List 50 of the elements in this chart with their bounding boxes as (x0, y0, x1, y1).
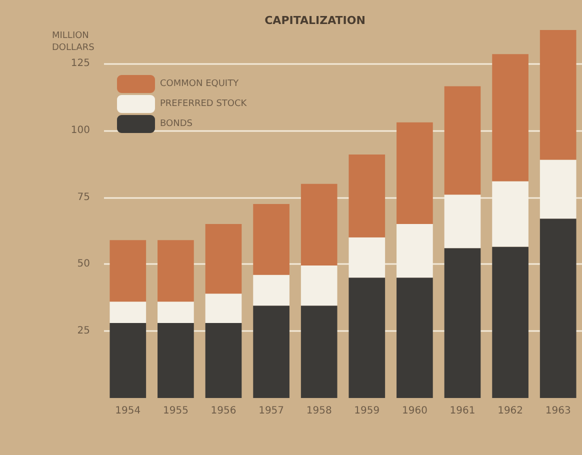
y-tick-label: 125 (70, 58, 90, 69)
legend-label: COMMON EQUITY (160, 79, 240, 89)
bar (540, 160, 576, 219)
bar (300, 184, 338, 266)
bar (444, 194, 481, 248)
bar (110, 323, 146, 398)
bar (253, 204, 290, 275)
x-tick-label: 1963 (545, 406, 571, 416)
bar (158, 323, 194, 398)
bar (540, 30, 576, 160)
bar (158, 240, 194, 302)
bar (205, 323, 242, 398)
y-axis-title: MILLION DOLLARS (52, 31, 95, 53)
x-tick-label: 1958 (306, 406, 332, 416)
x-tick-label: 1955 (162, 406, 188, 416)
bar (205, 294, 242, 324)
legend-label: PREFERRED STOCK (160, 99, 248, 109)
x-tick-label: 1961 (450, 406, 476, 416)
y-tick-label: 50 (77, 258, 90, 270)
bar (300, 306, 338, 398)
x-tick-label: 1957 (258, 406, 284, 416)
bar (205, 224, 242, 294)
bar (253, 306, 290, 398)
bar (396, 122, 433, 224)
bar (348, 237, 386, 278)
bar (396, 224, 433, 278)
bar (492, 181, 528, 247)
legend-label: BONDS (160, 119, 193, 129)
bar (540, 218, 576, 398)
y-tick-label: 75 (77, 192, 90, 203)
bar (300, 266, 338, 306)
x-tick-label: 1954 (115, 406, 141, 416)
bar (110, 240, 146, 302)
x-tick-label: 1962 (498, 406, 524, 416)
x-tick-label: 1956 (210, 406, 236, 416)
x-tick-label: 1960 (402, 406, 428, 416)
bar (253, 274, 290, 306)
bar (396, 278, 433, 398)
bar (348, 278, 386, 398)
bar (492, 246, 528, 398)
x-tick-label: 1959 (354, 406, 380, 416)
bar (110, 302, 146, 324)
bar (444, 86, 481, 195)
bar (158, 302, 194, 324)
bar (444, 248, 481, 398)
bar (492, 54, 528, 182)
y-tick-label: 100 (70, 124, 90, 136)
y-tick-label: 25 (77, 326, 90, 337)
chart-title: CAPITALIZATION (264, 14, 366, 27)
bar (348, 154, 386, 238)
